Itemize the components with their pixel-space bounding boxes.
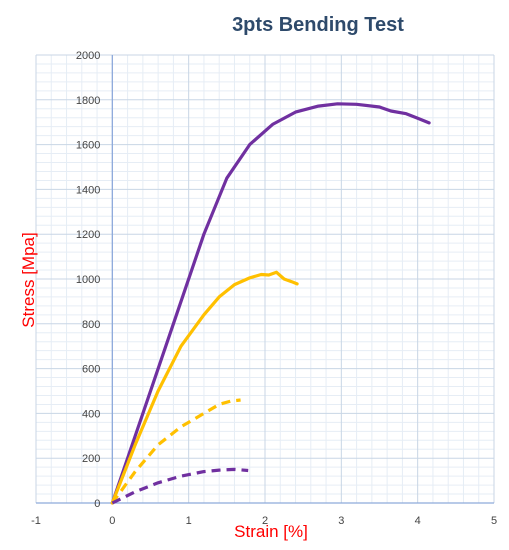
series-group <box>110 102 431 505</box>
y-tick-label: 2000 <box>76 50 100 62</box>
y-tick-label: 0 <box>94 498 100 510</box>
series-line-1 <box>110 102 431 505</box>
y-tick-label: 1600 <box>76 140 100 152</box>
x-tick-label: -1 <box>31 515 41 527</box>
series-line-3 <box>111 398 241 504</box>
x-axis-label: Strain [%] <box>234 522 308 541</box>
chart-title: 3pts Bending Test <box>232 14 404 36</box>
series-line-2 <box>110 270 299 505</box>
series-line-4 <box>111 467 249 505</box>
x-tick-label: 3 <box>338 515 344 527</box>
y-tick-label: 200 <box>82 453 100 465</box>
y-tick-label: 400 <box>82 408 100 420</box>
x-tick-label: 1 <box>186 515 192 527</box>
y-axis-label: Stress [Mpa] <box>19 232 38 327</box>
y-tick-label: 1400 <box>76 184 100 196</box>
x-tick-label: 2 <box>262 515 268 527</box>
x-tick-label: 4 <box>415 515 421 527</box>
y-tick-label: 1000 <box>76 274 100 286</box>
x-tick-label: 5 <box>491 515 497 527</box>
y-tick-label: 1200 <box>76 229 100 241</box>
y-tick-label: 800 <box>82 319 100 331</box>
y-tick-label: 600 <box>82 364 100 376</box>
y-tick-label: 1800 <box>76 95 100 107</box>
tick-labels: -1 0 1 2 3 4 5 0 200 400 600 800 1000 1200 1400 1600 180… <box>31 50 497 527</box>
x-tick-label: 0 <box>109 515 115 527</box>
